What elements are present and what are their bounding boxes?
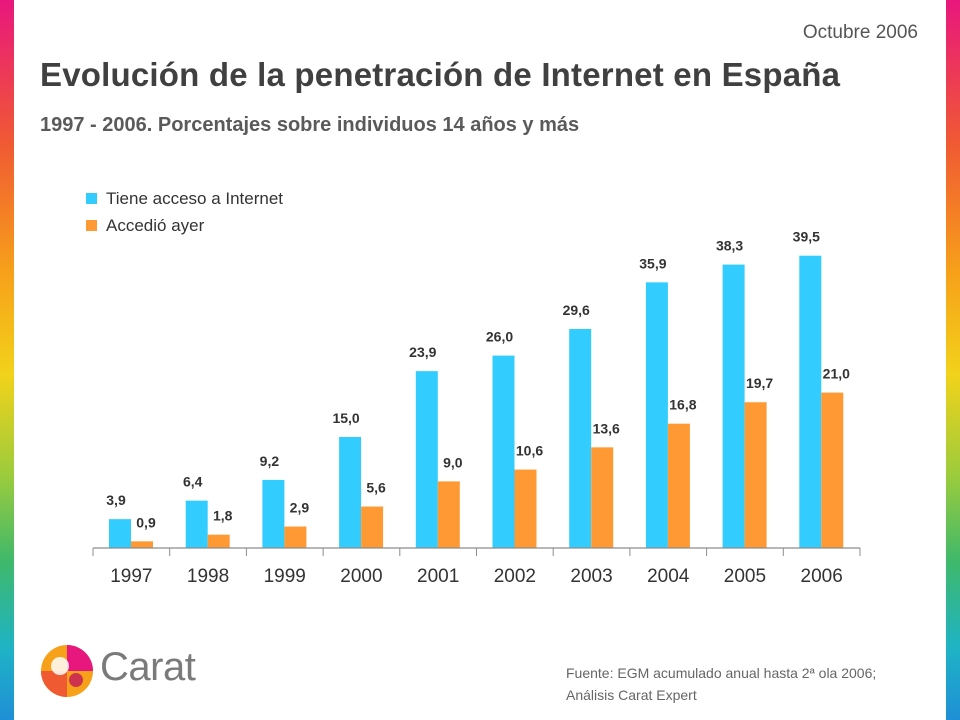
bar-accessed-yesterday (207, 534, 230, 548)
x-tick-label: 2004 (647, 566, 690, 587)
data-label: 13,6 (593, 420, 620, 436)
bar-access (569, 328, 592, 548)
bar-access (109, 519, 131, 548)
x-tick-label: 1999 (264, 566, 306, 587)
bar-access (185, 500, 208, 548)
data-label: 5,6 (366, 480, 386, 496)
data-label: 19,7 (746, 375, 773, 391)
data-label: 21,0 (823, 366, 850, 382)
source-line-2: Análisis Carat Expert (566, 687, 697, 703)
data-label: 29,6 (563, 302, 590, 318)
bar-access (492, 355, 515, 548)
legend-label: Accedió ayer (106, 216, 205, 235)
bar-access (339, 437, 362, 548)
data-label: 3,9 (106, 492, 126, 508)
bar-accessed-yesterday (821, 392, 844, 548)
page-title: Evolución de la penetración de Internet … (40, 56, 841, 93)
source-note: Fuente: EGM acumulado anual hasta 2ª ola… (566, 662, 876, 706)
bar-accessed-yesterday (744, 402, 767, 548)
data-label: 16,8 (669, 397, 696, 413)
legend-swatch (86, 193, 97, 204)
bar-accessed-yesterday (361, 506, 384, 548)
bar-access (722, 264, 745, 548)
x-tick-label: 2005 (724, 566, 766, 587)
bar-access (415, 371, 438, 548)
data-label: 1,8 (213, 508, 233, 524)
data-label: 26,0 (486, 329, 513, 345)
data-label: 9,0 (443, 454, 463, 470)
bar-access (799, 255, 822, 548)
bar-access (645, 282, 668, 548)
legend-swatch (86, 220, 97, 231)
x-tick-label: 1997 (110, 566, 152, 587)
bar-accessed-yesterday (284, 526, 307, 548)
bar-accessed-yesterday (667, 423, 690, 548)
bar-accessed-yesterday (514, 469, 537, 548)
x-tick-label: 2006 (801, 566, 843, 587)
carat-logo-icon (41, 645, 93, 697)
x-tick-label: 2000 (340, 566, 382, 587)
source-line-1: Fuente: EGM acumulado anual hasta 2ª ola… (566, 665, 877, 681)
data-label: 0,9 (136, 514, 156, 530)
carat-logo-text: Carat (100, 645, 196, 689)
data-label: 39,5 (793, 229, 820, 245)
bar-accessed-yesterday (437, 481, 460, 548)
data-label: 6,4 (183, 474, 203, 490)
left-color-stripe (0, 0, 14, 720)
x-tick-label: 1998 (187, 566, 229, 587)
legend-label: Tiene acceso a Internet (106, 189, 283, 208)
x-tick-label: 2002 (494, 566, 536, 587)
x-tick-label: 2003 (570, 566, 612, 587)
data-label: 38,3 (716, 238, 743, 254)
data-label: 23,9 (409, 344, 436, 360)
x-tick-label: 2001 (417, 566, 459, 587)
data-label: 9,2 (260, 453, 280, 469)
bar-accessed-yesterday (591, 447, 614, 548)
bar-accessed-yesterday (131, 541, 153, 548)
page-subtitle: 1997 - 2006. Porcentajes sobre individuo… (40, 114, 580, 136)
report-date: Octubre 2006 (802, 22, 918, 43)
data-label: 2,9 (290, 500, 310, 516)
data-label: 15,0 (332, 410, 359, 426)
data-label: 10,6 (516, 443, 543, 459)
data-label: 35,9 (639, 255, 666, 271)
bar-access (262, 479, 285, 548)
right-color-stripe (946, 0, 960, 720)
